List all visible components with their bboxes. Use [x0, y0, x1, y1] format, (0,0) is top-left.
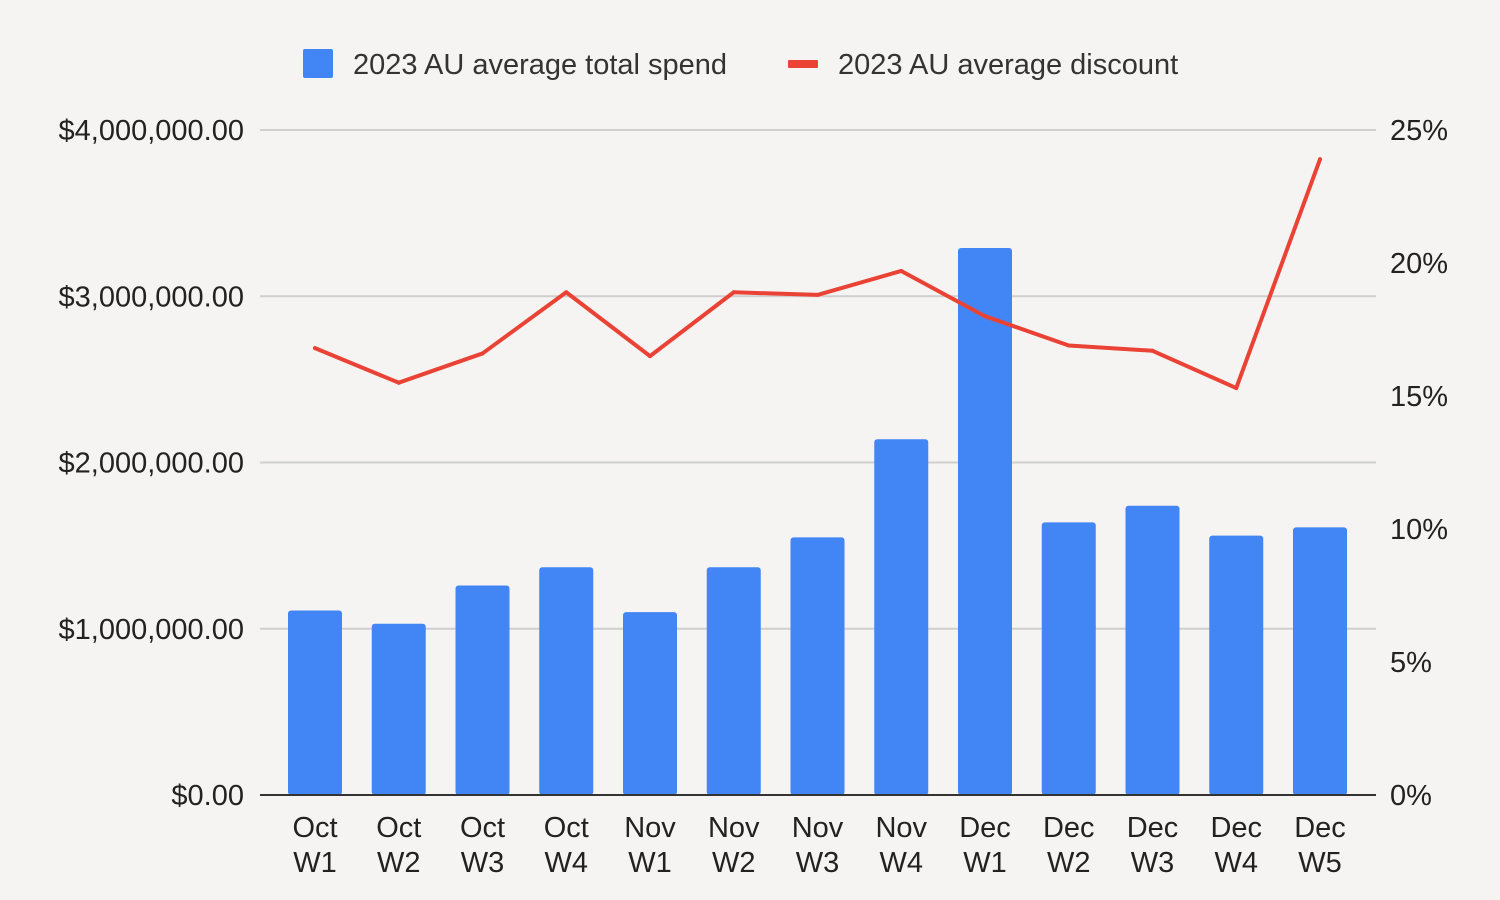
bar-spend — [1125, 505, 1180, 795]
x-tick-label: Nov W2 — [708, 812, 760, 879]
bar-spend — [623, 612, 677, 795]
legend-swatch-discount — [788, 60, 818, 68]
bar-spend — [790, 537, 845, 795]
bar-spend — [1041, 522, 1096, 795]
discount-point — [648, 354, 652, 359]
discount-point — [815, 292, 820, 297]
right-tick-label: 5% — [1390, 647, 1432, 679]
x-tick-label: Oct W4 — [544, 812, 589, 879]
right-axis: 0% 5% 10% 15% 20% 25% — [1390, 115, 1448, 812]
x-tick-label: Dec W2 — [1043, 812, 1095, 879]
left-tick-label: $2,000,000.00 — [59, 448, 244, 480]
x-tick-label: Dec W4 — [1210, 812, 1262, 879]
x-tick-label: Oct W2 — [376, 812, 421, 879]
discount-point — [564, 290, 569, 295]
discount-point — [983, 314, 987, 319]
bar-spend — [1293, 527, 1347, 795]
discount-point — [396, 380, 401, 385]
bar-spend — [1209, 535, 1264, 795]
bar-spend — [455, 585, 510, 795]
right-tick-label: 25% — [1390, 115, 1448, 147]
bars — [288, 248, 1347, 796]
right-tick-label: 0% — [1390, 780, 1432, 812]
x-tick-label: Nov W3 — [792, 812, 844, 879]
discount-point — [480, 351, 485, 356]
x-tick-label: Dec W3 — [1127, 812, 1179, 879]
x-tick-label: Nov W4 — [875, 812, 927, 879]
legend-label-spend: 2023 AU average total spend — [353, 49, 727, 81]
discount-point — [899, 268, 904, 273]
x-tick-label: Oct W3 — [460, 812, 505, 879]
x-tick-label: Dec W1 — [959, 812, 1011, 879]
bar-spend — [706, 567, 761, 795]
right-tick-label: 10% — [1390, 514, 1448, 546]
bar-spend — [874, 439, 929, 795]
discount-point — [1234, 386, 1239, 391]
legend-label-discount: 2023 AU average discount — [838, 49, 1178, 81]
discount-point — [1066, 343, 1071, 348]
left-axis: $0.00 $1,000,000.00 $2,000,000.00 $3,000,00… — [59, 115, 244, 812]
bar-spend — [288, 610, 342, 795]
right-tick-label: 15% — [1390, 381, 1448, 413]
right-tick-label: 20% — [1390, 248, 1448, 280]
bar-spend — [958, 248, 1012, 796]
discount-line-layer — [313, 157, 1322, 391]
bar-spend — [539, 567, 594, 795]
legend: 2023 AU average total spend 2023 AU aver… — [303, 49, 1178, 81]
x-tick-label: Nov W1 — [624, 812, 676, 879]
x-tick-label: Oct W1 — [292, 812, 337, 879]
bar-spend — [371, 623, 426, 795]
left-tick-label: $0.00 — [171, 780, 244, 812]
left-tick-label: $1,000,000.00 — [59, 614, 244, 646]
discount-line — [313, 157, 1322, 391]
discount-point — [313, 346, 317, 351]
discount-point — [1150, 348, 1155, 353]
left-tick-label: $3,000,000.00 — [59, 281, 244, 313]
x-tick-label: Dec W5 — [1294, 812, 1346, 879]
left-tick-label: $4,000,000.00 — [59, 115, 244, 147]
x-axis: Oct W1 Oct W2 Oct W3 Oct W4 Nov W1 Nov W2 Nov W3 Nov W4… — [292, 812, 1345, 879]
legend-swatch-spend — [303, 49, 333, 78]
discount-point — [1318, 157, 1322, 162]
discount-point — [731, 290, 736, 295]
